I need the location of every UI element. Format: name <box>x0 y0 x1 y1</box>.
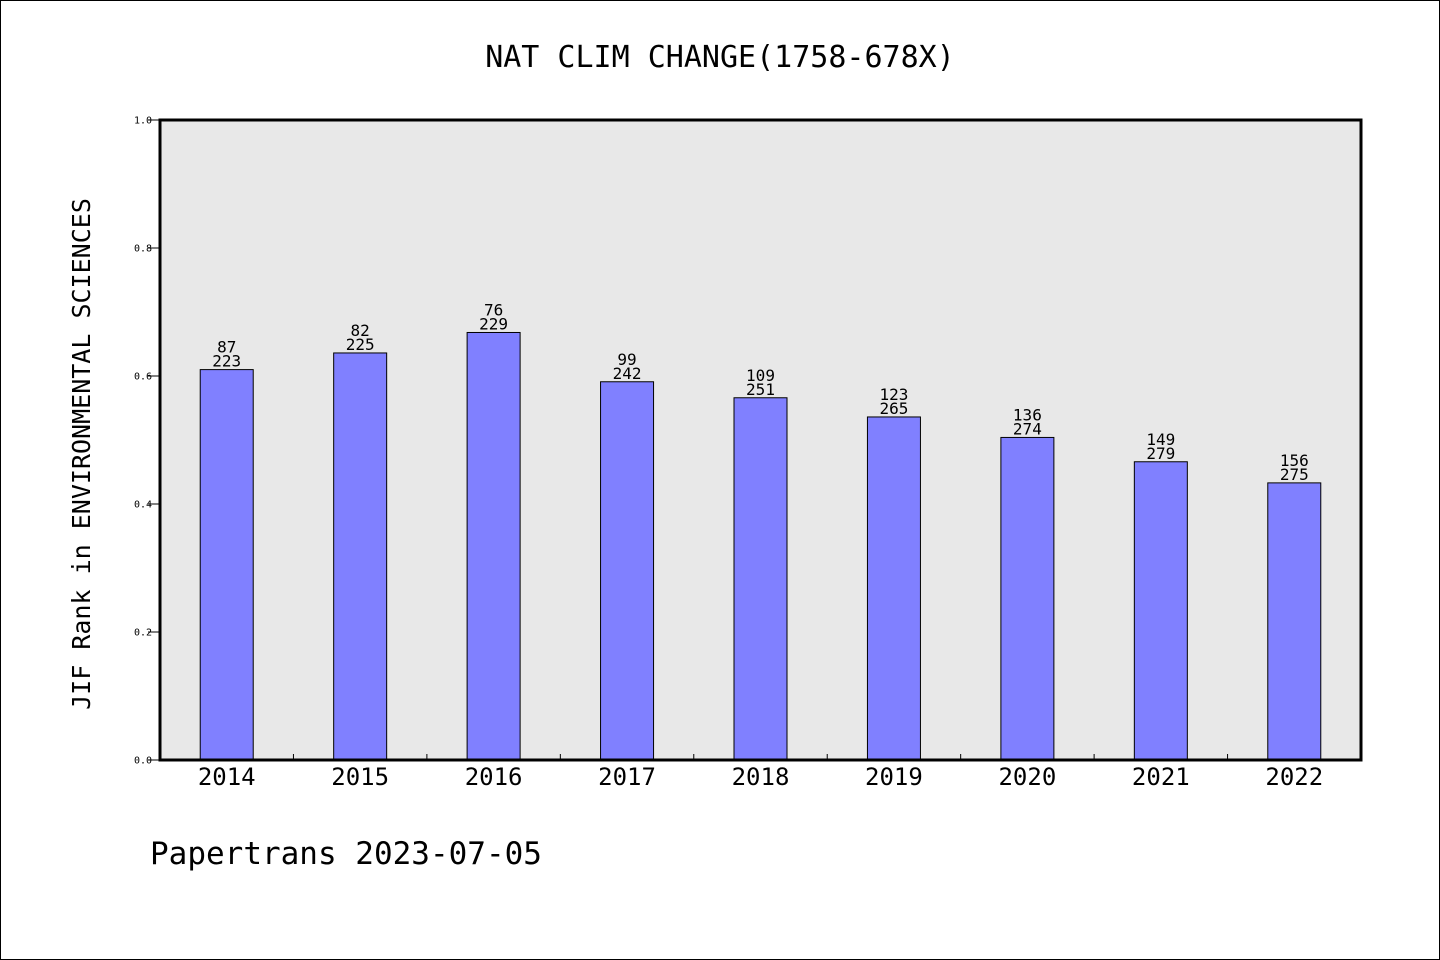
plot-border <box>158 118 1363 762</box>
x-axis: 2014 2015 2016 2017 2018 2019 2020 2021 2022 <box>198 754 1323 791</box>
y-tick-label: 0.6 <box>134 372 152 383</box>
bar-2018 <box>733 397 788 761</box>
bar-total-label: 242 <box>613 364 642 383</box>
bar-2022 <box>1267 482 1322 761</box>
x-tick-label: 2021 <box>1132 763 1190 791</box>
y-axis: 0.0 0.2 0.4 0.6 0.8 1.0 <box>134 116 160 767</box>
bar-2015 <box>333 352 388 761</box>
bar-total-label: 225 <box>346 335 375 354</box>
bar-2017 <box>600 381 655 761</box>
footer-source: Papertrans 2023-07-05 <box>150 836 542 872</box>
bar-total-label: 223 <box>212 352 241 371</box>
bar-total-label: 275 <box>1280 465 1309 484</box>
bar-rank-label: 149 <box>1146 430 1175 449</box>
x-tick-label: 2014 <box>198 763 256 791</box>
y-tick-label: 0.2 <box>134 628 152 639</box>
bar-rank-label: 87 <box>217 338 236 357</box>
bar-total-label: 229 <box>479 314 508 333</box>
y-tick-label: 1.0 <box>134 116 152 127</box>
bar-2016 <box>466 331 521 761</box>
bar-total-label: 274 <box>1013 419 1042 438</box>
y-axis-label: JIF Rank in ENVIRONMENTAL SCIENCES <box>67 198 96 710</box>
bar-rank-label: 136 <box>1013 405 1042 424</box>
bar-rank-label: 156 <box>1280 451 1309 470</box>
bar-rank-label: 99 <box>617 350 636 369</box>
bar-2014 <box>199 369 254 761</box>
bar-rank-label: 109 <box>746 366 775 385</box>
bar-rank-label: 76 <box>484 300 503 319</box>
bar-total-label: 251 <box>746 380 775 399</box>
y-tick-label: 0.0 <box>134 756 152 767</box>
y-tick-label: 0.4 <box>134 500 152 511</box>
bar-total-label: 279 <box>1146 444 1175 463</box>
x-tick-label: 2019 <box>865 763 923 791</box>
bar-rank-label: 123 <box>879 385 908 404</box>
bar-2020 <box>1000 436 1055 761</box>
bar-2021 <box>1133 461 1188 761</box>
bar-total-label: 265 <box>879 399 908 418</box>
x-tick-label: 2022 <box>1265 763 1323 791</box>
bar-2019 <box>866 416 921 761</box>
x-tick-label: 2016 <box>465 763 523 791</box>
bar-rank-label: 82 <box>351 321 370 340</box>
x-tick-label: 2020 <box>998 763 1056 791</box>
chart-title: NAT CLIM CHANGE(1758-678X) <box>485 40 955 75</box>
x-tick-label: 2015 <box>331 763 389 791</box>
bar-series <box>199 331 1322 761</box>
y-tick-label: 0.8 <box>134 244 152 255</box>
x-tick-label: 2017 <box>598 763 656 791</box>
x-tick-label: 2018 <box>732 763 790 791</box>
